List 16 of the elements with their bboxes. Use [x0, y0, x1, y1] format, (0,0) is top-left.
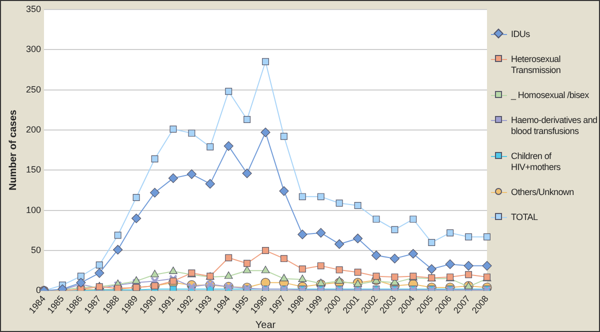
legend-label: Heterosexual Transmission: [511, 54, 562, 76]
legend-label: TOTAL: [511, 212, 538, 223]
legend-label: Others/Unknown: [511, 187, 574, 198]
y-tick-label: 100: [26, 204, 42, 215]
legend-label: _ Homosexual /bisex: [511, 90, 589, 101]
x-axis-title: Year: [255, 320, 276, 331]
y-tick-label: 300: [26, 44, 42, 54]
legend-label: Haemo-derivatives and blood transfusions: [511, 115, 598, 137]
y-tick-label: 50: [31, 245, 42, 256]
legend-label: Children of HIV+mothers: [511, 151, 562, 173]
y-axis-title: Number of cases: [8, 109, 19, 190]
y-tick-label: 250: [26, 84, 42, 94]
y-tick-label: 200: [26, 124, 42, 134]
y-tick-label: 350: [26, 4, 42, 14]
legend-label: IDUs: [511, 29, 530, 40]
y-tick-label: 150: [26, 164, 42, 175]
